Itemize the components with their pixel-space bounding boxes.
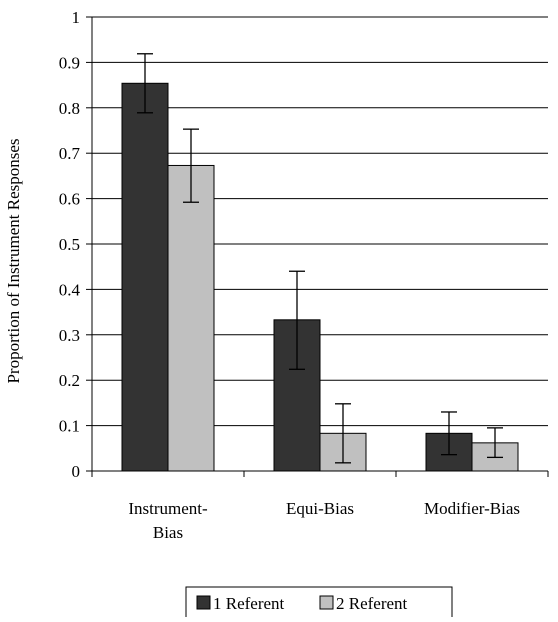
y-tick-label: 0.3 <box>59 326 80 345</box>
y-tick-label: 0.9 <box>59 53 80 72</box>
legend-label-1: 1 Referent <box>213 594 285 613</box>
x-category-label-line: Bias <box>153 523 183 542</box>
y-tick-label: 0.6 <box>59 190 80 209</box>
y-tick-label: 0.7 <box>59 144 81 163</box>
x-category-label: Equi-Bias <box>286 499 354 518</box>
bar-1-1 <box>121 82 169 472</box>
labels-layer: 0 0.1 0.2 0.3 0.4 0.5 0.6 0.7 0.8 0.9 1 Instrument-… <box>59 8 520 542</box>
x-category-label: Modifier-Bias <box>424 499 520 518</box>
legend-swatch-1 <box>196 595 211 610</box>
x-category-label-line: Equi-Bias <box>286 499 354 518</box>
x-category-label: Instrument- Bias <box>128 499 208 542</box>
legend-swatch-2 <box>319 595 334 610</box>
error-bars-layer <box>137 53 503 464</box>
y-tick-label: 1 <box>72 8 81 27</box>
legend-label-2: 2 Referent <box>336 594 408 613</box>
legend-box <box>185 586 453 619</box>
y-tick-label: 0.8 <box>59 99 80 118</box>
bar-2-1 <box>167 164 215 472</box>
axes-layer <box>86 16 549 477</box>
y-axis-title: Proportion of Instrument Responses <box>4 138 23 383</box>
y-tick-label: 0.4 <box>59 280 81 299</box>
legend: 1 Referent 2 Referent <box>185 586 453 619</box>
x-category-label-line: Modifier-Bias <box>424 499 520 518</box>
y-tick-label: 0.2 <box>59 371 80 390</box>
y-tick-label: 0.5 <box>59 235 80 254</box>
y-tick-label: 0 <box>72 462 81 481</box>
y-tick-label: 0.1 <box>59 417 80 436</box>
bars-layer <box>121 82 519 472</box>
x-category-label-line: Instrument- <box>128 499 208 518</box>
